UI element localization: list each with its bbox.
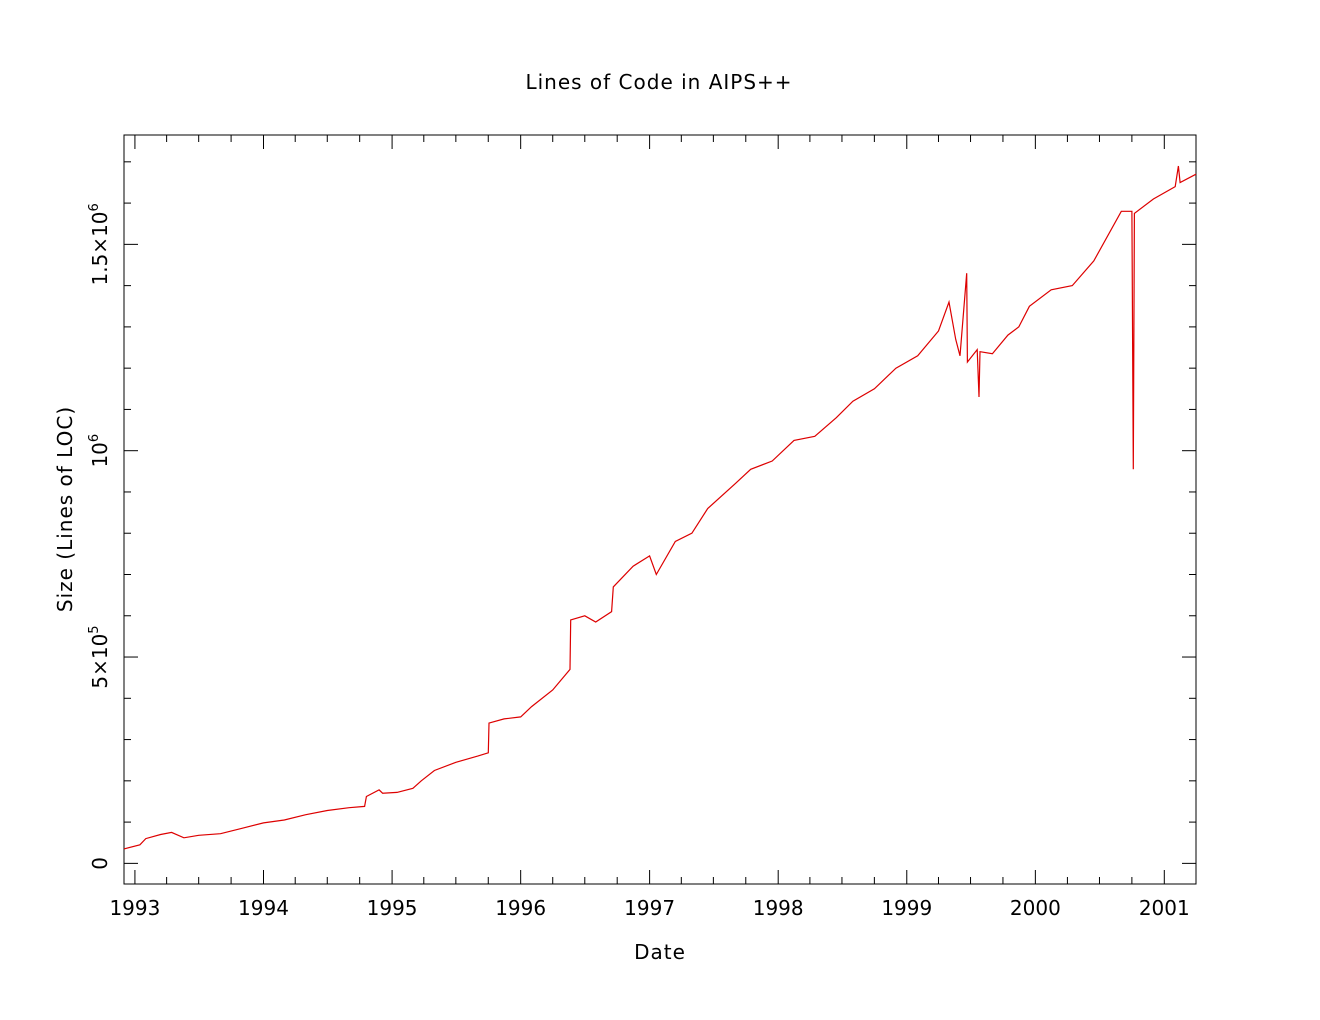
x-tick-label: 2001	[1139, 896, 1190, 920]
x-tick-label: 1997	[624, 896, 675, 920]
y-axis-label: Size (Lines of LOC)	[53, 406, 77, 612]
x-tick-label: 1999	[881, 896, 932, 920]
x-tick-label: 1994	[238, 896, 289, 920]
y-tick-label: 1.5×106	[87, 203, 112, 285]
x-axis-label: Date	[634, 940, 686, 964]
x-tick-label: 1995	[367, 896, 418, 920]
axis-ticks	[124, 135, 1196, 884]
y-tick-label: 106	[87, 434, 112, 468]
x-tick-labels: 1993 1994 1995 1996 1997 1998 1999 2000 2001	[109, 896, 1189, 920]
plot-frame	[123, 134, 1197, 885]
chart-title: Lines of Code in AIPS++	[525, 70, 792, 94]
x-tick-label: 1993	[109, 896, 160, 920]
y-tick-label: 0	[88, 857, 112, 870]
y-tick-labels: 0 5×105 106 1.5×106	[87, 203, 112, 870]
x-tick-label: 2000	[1010, 896, 1061, 920]
x-tick-label: 1996	[495, 896, 546, 920]
x-tick-label: 1998	[753, 896, 804, 920]
y-tick-label: 5×105	[87, 625, 112, 688]
series-line	[123, 165, 1197, 850]
